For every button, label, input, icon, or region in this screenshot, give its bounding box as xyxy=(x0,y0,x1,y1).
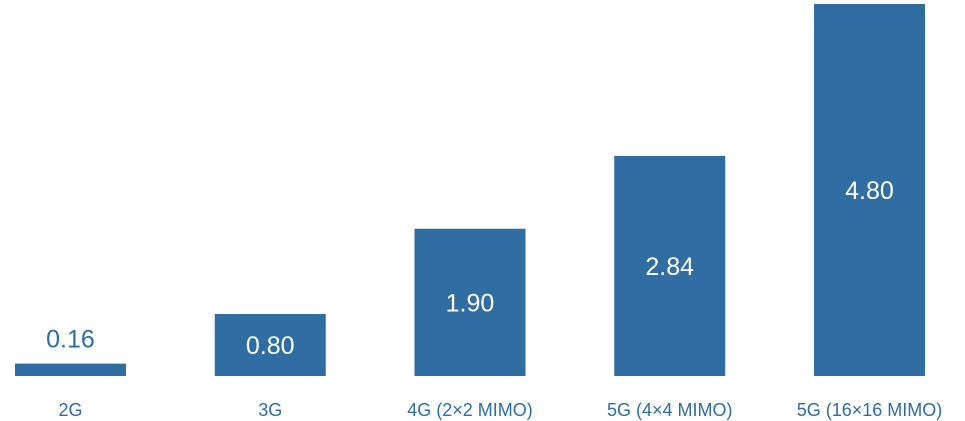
x-axis-tick-labels: 2G 3G 4G (2×2 MIMO) 5G (4×4 MIMO) 5G (16×16 … xyxy=(58,400,942,420)
value-label-3: 2.84 xyxy=(645,253,694,281)
bars-layer xyxy=(15,4,925,376)
x-tick-label-4: 5G (16×16 MIMO) xyxy=(797,400,943,420)
bar-3 xyxy=(614,155,726,376)
bar-4 xyxy=(814,4,925,376)
value-label-2: 1.90 xyxy=(446,289,495,317)
value-label-0: 0.16 xyxy=(46,326,95,354)
bar-1 xyxy=(214,314,326,376)
x-tick-label-0: 2G xyxy=(58,400,82,420)
x-tick-label-1: 3G xyxy=(258,400,282,420)
x-tick-label-2: 4G (2×2 MIMO) xyxy=(407,400,533,420)
value-labels-layer: 0.16 0.80 1.90 2.84 4.80 xyxy=(46,177,894,360)
bar-0 xyxy=(15,363,126,376)
value-label-4: 4.80 xyxy=(845,177,894,205)
bar-2 xyxy=(414,228,526,376)
x-tick-label-3: 5G (4×4 MIMO) xyxy=(607,400,733,420)
value-label-1: 0.80 xyxy=(246,332,295,360)
